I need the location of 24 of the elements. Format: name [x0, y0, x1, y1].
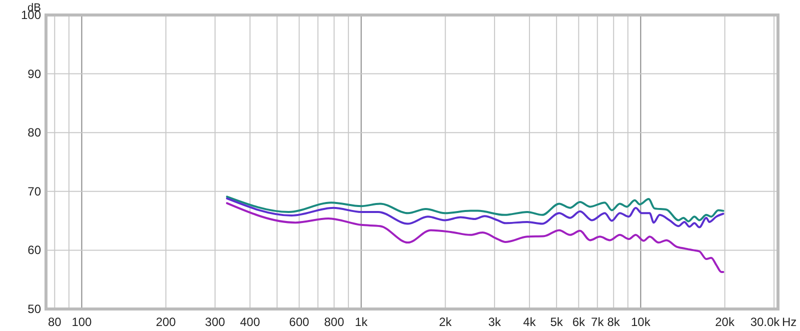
x-tick-label: 1k [354, 315, 369, 329]
x-tick-label: 80 [48, 315, 62, 329]
x-tick-label: 300 [205, 315, 226, 329]
x-tick-label: 2k [438, 315, 453, 329]
x-tick-label: 100 [72, 315, 92, 329]
x-tick-label: 10k [630, 315, 652, 329]
x-tick-label: 6k [572, 315, 586, 329]
x-tick-label: 8k [607, 315, 621, 329]
x-tick-label: 400 [240, 315, 260, 329]
x-tick-label: 3k [488, 315, 502, 329]
x-tick-label: 4k [523, 315, 537, 329]
x-tick-label: 7k [591, 315, 605, 329]
y-tick-label: 70 [28, 184, 42, 198]
y-tick-label: 80 [28, 126, 42, 140]
y-tick-label: 90 [28, 66, 42, 81]
x-tick-label: 20k [715, 315, 736, 329]
x-tick-label: 800 [324, 315, 344, 329]
x-tick-label: 5k [550, 315, 564, 329]
y-tick-label: 60 [28, 243, 42, 258]
x-tick-label: 30.0k [750, 315, 781, 329]
x-tick-label: 200 [156, 315, 176, 329]
x-axis-title: Hz [782, 315, 797, 329]
x-tick-label: 600 [289, 315, 310, 329]
y-tick-label: 50 [28, 302, 42, 316]
